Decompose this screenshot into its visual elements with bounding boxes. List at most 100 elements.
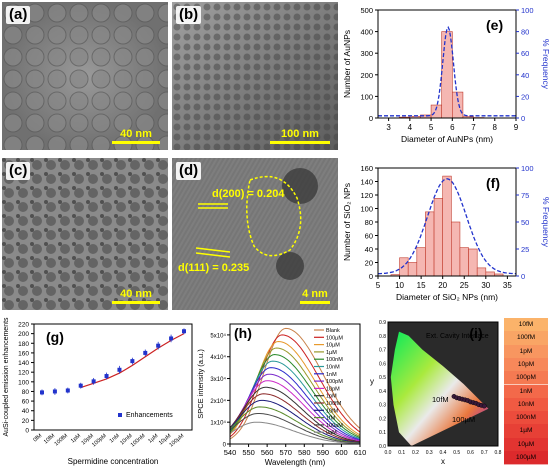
- y-tick-label: 0.5: [379, 375, 386, 381]
- data-point: [52, 389, 57, 394]
- color-swatch: 1pM: [504, 344, 548, 359]
- color-swatch: 100fM: [504, 331, 548, 346]
- x-tick-label: 590: [317, 448, 330, 457]
- spectrum-line: [229, 367, 361, 441]
- y2-tick-label: 25: [521, 245, 529, 254]
- spectrum-line: [229, 386, 361, 443]
- histogram-bar: [425, 211, 435, 277]
- x-axis-label: x: [441, 457, 445, 466]
- x-tick-label: 15: [417, 281, 426, 290]
- y2-tick-label: 100: [521, 6, 534, 15]
- legend-label: 100fM: [326, 401, 342, 407]
- x-axis-label: Diameter of AuNPs (nm): [401, 134, 493, 144]
- histogram-sio2: 5 10 15 20 25 30 35 0 20 40 60 80 100 120 140 160 0 25 50 7…: [342, 164, 550, 302]
- y-tick-label: 5x10⁴: [210, 332, 226, 339]
- y-axis-label: Number of AuNPs: [342, 30, 352, 98]
- x-tick-label: 0.2: [412, 450, 419, 456]
- color-swatch: 1nM: [504, 384, 548, 399]
- y2-tick-label: 100: [521, 164, 534, 173]
- spectrum-line: [229, 413, 361, 444]
- fit-line: [80, 333, 185, 389]
- x-tick-label: 1pM: [70, 433, 82, 445]
- legend-label: 10fM: [326, 408, 339, 414]
- x-tick-label: 570: [279, 448, 292, 457]
- x-tick-label: 1nM: [109, 433, 121, 445]
- legend-label: 1pM: [326, 394, 337, 400]
- x-tick-label: 0.5: [453, 450, 460, 456]
- y-tick-label: 140: [18, 360, 29, 367]
- legend-label: Enhancements: [126, 412, 173, 419]
- y-tick-label: 0.0: [379, 444, 386, 450]
- y-tick-label: 200: [18, 331, 29, 338]
- gaussian-fit-curve: [377, 178, 517, 275]
- y-tick-label: 140: [360, 178, 373, 187]
- scale-bar-c-text: 40 nm: [120, 288, 152, 300]
- high-concentration-label: 100µM: [452, 415, 475, 424]
- color-swatch: 10fM: [504, 318, 548, 333]
- y2-axis-label: % Frequency: [541, 39, 550, 90]
- y-tick-label: 80: [22, 389, 30, 396]
- histogram-bar: [485, 271, 495, 277]
- y2-axis-label: % Frequency: [541, 197, 550, 248]
- histogram-aunps: 3 4 5 6 7 8 90100200300400500020406080100Diame…: [342, 6, 550, 144]
- x-tick-label: 4: [408, 123, 413, 132]
- legend-label: 0aM: [326, 430, 337, 436]
- hrtem-image-d: (d) d(200) = 0.204 d(111) = 0.235 4 nm: [172, 158, 338, 310]
- scale-bar-c: 40 nm: [112, 288, 160, 304]
- color-swatch: 10µM: [504, 437, 548, 452]
- y-tick-label: 0: [25, 428, 29, 435]
- panel-label-b: (b): [176, 6, 202, 24]
- tem-image-a: (a) 40 nm: [2, 2, 168, 150]
- color-swatch: 1µM: [504, 424, 548, 439]
- tem-image-c: (c) 40 nm: [2, 158, 168, 310]
- x-tick-label: 0.4: [440, 450, 447, 456]
- x-tick-label: 10: [395, 281, 404, 290]
- low-concentration-label: 10fM: [432, 395, 449, 404]
- y-tick-label: 0.4: [379, 389, 386, 395]
- data-point: [104, 374, 109, 379]
- x-tick-label: 35: [503, 281, 512, 290]
- y-tick-label: 0: [223, 443, 227, 449]
- x-tick-label: 0.1: [398, 450, 405, 456]
- x-axis-label: Wavelength (nm): [265, 458, 326, 467]
- y-tick-label: 200: [360, 71, 373, 80]
- legend-label: 100aM: [326, 423, 343, 429]
- plot-frame: [377, 9, 517, 119]
- legend-label: 1µM: [326, 350, 337, 356]
- x-tick-label: 0.6: [467, 450, 474, 456]
- y-axis-label: AuSi-coupled emission enhancements: [3, 317, 10, 437]
- y-tick-label: 0.9: [379, 320, 386, 326]
- x-axis-label: Spermidine concentration: [68, 457, 159, 466]
- y2-tick-label: 60: [521, 49, 529, 58]
- legend-label: 1nM: [326, 372, 337, 378]
- histogram-bar: [476, 267, 487, 277]
- y-tick-label: 0.2: [379, 416, 386, 422]
- y2-tick-label: 40: [521, 71, 529, 80]
- y-tick-label: 120: [18, 370, 29, 377]
- spectrum-line: [229, 380, 361, 442]
- y-tick-label: 300: [360, 49, 373, 58]
- x-tick-label: 560: [261, 448, 274, 457]
- spectrum-line: [229, 421, 361, 445]
- plot-frame: [387, 321, 499, 447]
- y2-tick-label: 80: [521, 28, 529, 37]
- y-tick-label: 60: [365, 232, 373, 241]
- x-tick-label: 100µM: [168, 433, 185, 449]
- y-tick-label: 100: [18, 379, 29, 386]
- data-point: [130, 359, 135, 364]
- y-tick-label: 0: [369, 272, 373, 281]
- hrtem-texture-d: [172, 158, 338, 310]
- cie-point: [481, 403, 487, 409]
- y-tick-label: 160: [18, 350, 29, 357]
- spectrum-line: [229, 406, 361, 444]
- y-tick-label: 220: [18, 322, 29, 329]
- panel-label: (f): [486, 175, 500, 191]
- data-point: [78, 383, 83, 388]
- panel-label: (h): [234, 325, 252, 341]
- data-point: [156, 343, 161, 348]
- spectrum-line: [229, 327, 361, 440]
- spectrum-line: [229, 399, 361, 444]
- x-tick-label: 540: [224, 448, 237, 457]
- histogram-bar: [416, 247, 426, 277]
